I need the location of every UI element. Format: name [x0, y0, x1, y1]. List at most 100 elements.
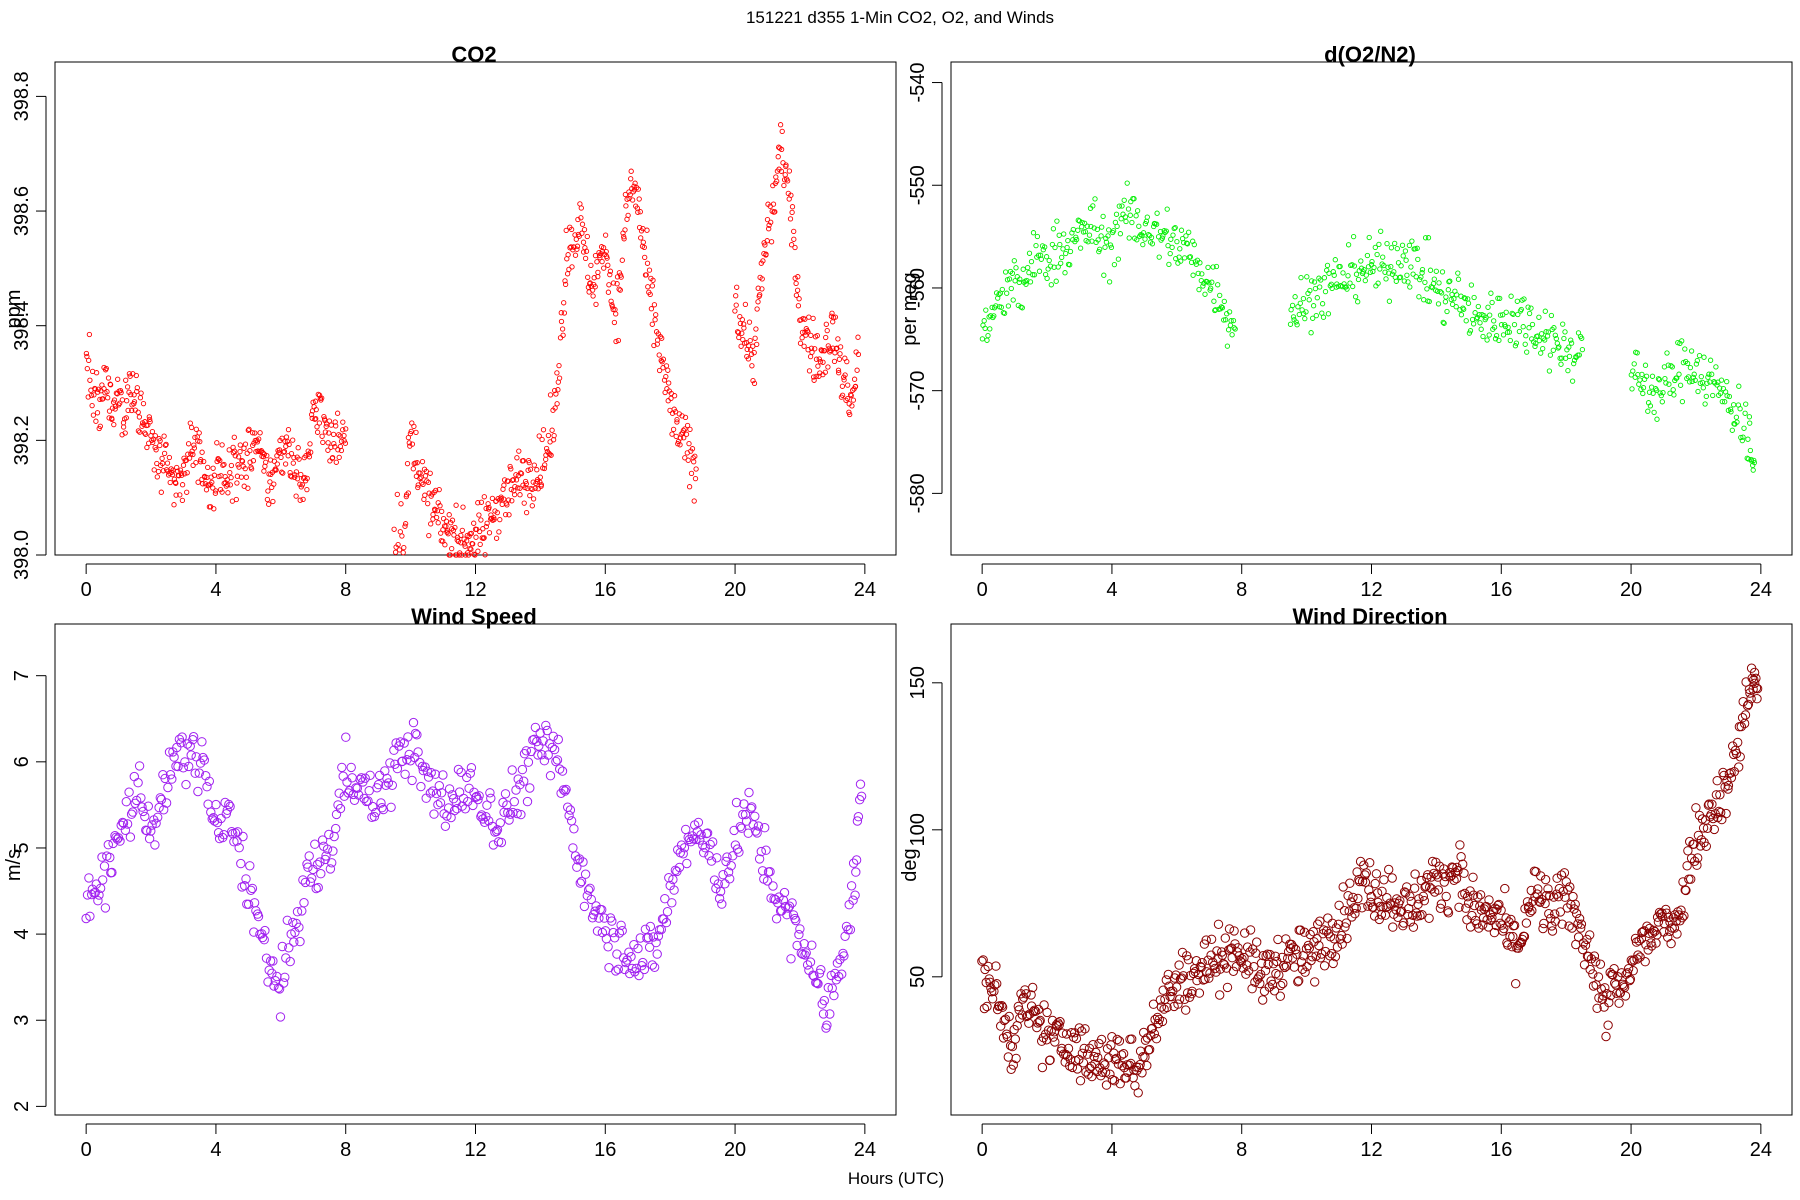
o2-data-point	[1415, 256, 1421, 263]
wind-direction-data-point	[1405, 917, 1416, 927]
wind-direction-data-point	[1174, 960, 1184, 970]
co2-data-point	[622, 227, 628, 233]
co2-data-point	[105, 375, 112, 381]
co2-data-point	[402, 523, 408, 529]
co2-data-point	[95, 386, 101, 392]
o2-data-point	[1350, 233, 1357, 240]
co2-data-point	[95, 389, 101, 395]
o2-data-point	[1664, 350, 1670, 356]
co2-data-point	[651, 302, 658, 308]
co2-data-point	[559, 326, 566, 332]
wind-speed-data-point	[509, 797, 519, 807]
o2-data-point	[1743, 401, 1749, 407]
wind-direction-data-point	[1521, 918, 1532, 928]
o2-data-point	[1447, 278, 1453, 284]
co2-data-point	[200, 481, 206, 487]
wind-speed-data-point	[434, 781, 444, 791]
co2-x-tick-label: 24	[854, 579, 876, 601]
o2-data-point	[1378, 228, 1384, 234]
wind-speed-data-point	[407, 775, 417, 786]
co2-data-point	[788, 192, 794, 198]
co2-data-point	[123, 415, 129, 421]
wind-speed-y-tick-label: 3	[11, 1015, 33, 1026]
co2-data-point	[480, 535, 487, 542]
wind-direction-data-point	[1269, 986, 1280, 996]
wind-speed-data-point	[436, 788, 447, 798]
co2-data-point	[682, 455, 688, 461]
o2-data-point	[1679, 398, 1686, 405]
wind-speed-data-point	[153, 812, 163, 822]
wind-direction-data-point	[1628, 966, 1638, 976]
wind-direction-data-point	[1121, 1073, 1131, 1083]
wind-speed-data-point	[408, 717, 419, 728]
o2-data-point	[1287, 321, 1294, 327]
co2-data-point	[671, 393, 678, 399]
wind-speed-data-point	[576, 876, 587, 887]
co2-data-point	[576, 233, 582, 239]
wind-speed-data-point	[120, 825, 131, 835]
co2-data-point	[292, 472, 298, 478]
o2-data-point	[1317, 284, 1323, 290]
co2-data-point	[768, 219, 774, 225]
wind-speed-data-point	[354, 790, 364, 800]
wind-speed-data-point	[456, 767, 466, 777]
o2-data-point	[1097, 246, 1103, 252]
co2-data-point	[591, 275, 597, 281]
wind-direction-data-point	[1369, 911, 1380, 921]
wind-speed-data-point	[535, 728, 545, 738]
co2-data-point	[760, 258, 766, 264]
co2-data-point	[399, 533, 405, 539]
co2-data-point	[516, 448, 522, 454]
co2-data-point	[774, 178, 780, 184]
co2-data-point	[610, 280, 617, 286]
co2-data-point	[235, 454, 242, 460]
wind-speed-x-tick-label: 24	[854, 1139, 876, 1161]
wind-direction-data-point	[1274, 970, 1284, 980]
wind-direction-data-point	[1099, 1058, 1109, 1068]
wind-direction-data-point	[996, 1021, 1006, 1031]
co2-y-tick-label: 398.6	[11, 186, 33, 236]
co2-data-point	[195, 479, 201, 485]
wind-speed-data-point	[723, 867, 734, 877]
o2-data-point	[1067, 248, 1074, 255]
wind-speed-data-point	[288, 917, 298, 928]
wind-speed-data-point	[682, 858, 692, 869]
co2-data-point	[508, 466, 514, 472]
o2-data-point	[1404, 272, 1410, 278]
co2-data-point	[246, 426, 252, 432]
co2-data-point	[839, 392, 846, 398]
wind-direction-data-point	[1484, 895, 1494, 905]
wind-direction-data-point	[1105, 1069, 1115, 1079]
wind-direction-data-point	[1408, 922, 1419, 932]
o2-data-point	[1293, 319, 1299, 325]
co2-data-point	[791, 228, 797, 235]
wind-direction-data-point	[1573, 932, 1584, 942]
co2-data-point	[171, 502, 177, 508]
co2-data-point	[235, 462, 241, 468]
o2-data-point	[1409, 238, 1415, 244]
wind-speed-data-point	[837, 969, 847, 979]
co2-data-point	[192, 434, 198, 441]
co2-data-point	[128, 391, 134, 398]
wind-direction-data-point	[1021, 1011, 1032, 1022]
wind-speed-data-point	[656, 924, 666, 935]
o2-data-point	[1345, 273, 1351, 279]
co2-data-point	[602, 232, 609, 238]
wind-direction-data-point	[1543, 884, 1553, 894]
o2-data-point	[1319, 301, 1326, 307]
o2-data-point	[1486, 332, 1492, 338]
co2-data-point	[109, 416, 115, 423]
o2-data-point	[1202, 291, 1208, 297]
wind-speed-data-point	[695, 835, 705, 845]
o2-data-point	[1375, 280, 1381, 286]
wind-speed-data-point	[221, 809, 232, 819]
wind-direction-data-point	[1499, 923, 1509, 934]
wind-direction-data-point	[1410, 869, 1420, 879]
wind-direction-data-point	[1570, 899, 1580, 909]
wind-direction-data-point	[1187, 986, 1197, 996]
co2-data-point	[806, 368, 813, 374]
co2-data-point	[819, 348, 825, 354]
wind-direction-data-point	[1391, 905, 1401, 915]
co2-data-point	[551, 432, 557, 439]
o2-data-point	[1435, 301, 1442, 307]
